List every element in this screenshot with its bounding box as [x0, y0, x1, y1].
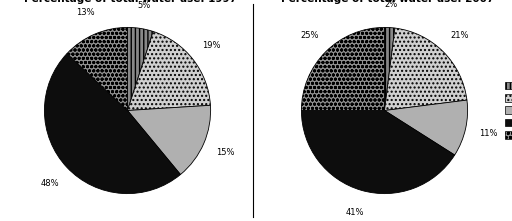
Text: 11%: 11% — [479, 129, 498, 138]
Text: 41%: 41% — [346, 208, 364, 217]
Text: 48%: 48% — [40, 179, 59, 188]
Wedge shape — [385, 100, 467, 155]
Text: 15%: 15% — [216, 148, 234, 157]
Text: Percentage of total water use: 1997: Percentage of total water use: 1997 — [24, 0, 237, 4]
Wedge shape — [45, 54, 180, 194]
Text: Percentage of total water use: 2007: Percentage of total water use: 2007 — [281, 0, 494, 4]
Text: 2%: 2% — [385, 0, 398, 9]
Wedge shape — [67, 27, 127, 110]
Wedge shape — [127, 31, 210, 110]
Text: 13%: 13% — [76, 8, 95, 17]
Legend: Building industry, Household use, Manufacturing, Food industry, Service industry: Building industry, Household use, Manufa… — [503, 80, 512, 141]
Wedge shape — [302, 27, 385, 110]
Wedge shape — [385, 28, 467, 110]
Text: 5%: 5% — [138, 1, 151, 10]
Wedge shape — [127, 27, 153, 110]
Text: 19%: 19% — [202, 41, 221, 50]
Wedge shape — [127, 105, 210, 175]
Wedge shape — [385, 27, 395, 110]
Text: 21%: 21% — [451, 31, 469, 40]
Text: 25%: 25% — [300, 31, 318, 40]
Wedge shape — [302, 110, 455, 194]
